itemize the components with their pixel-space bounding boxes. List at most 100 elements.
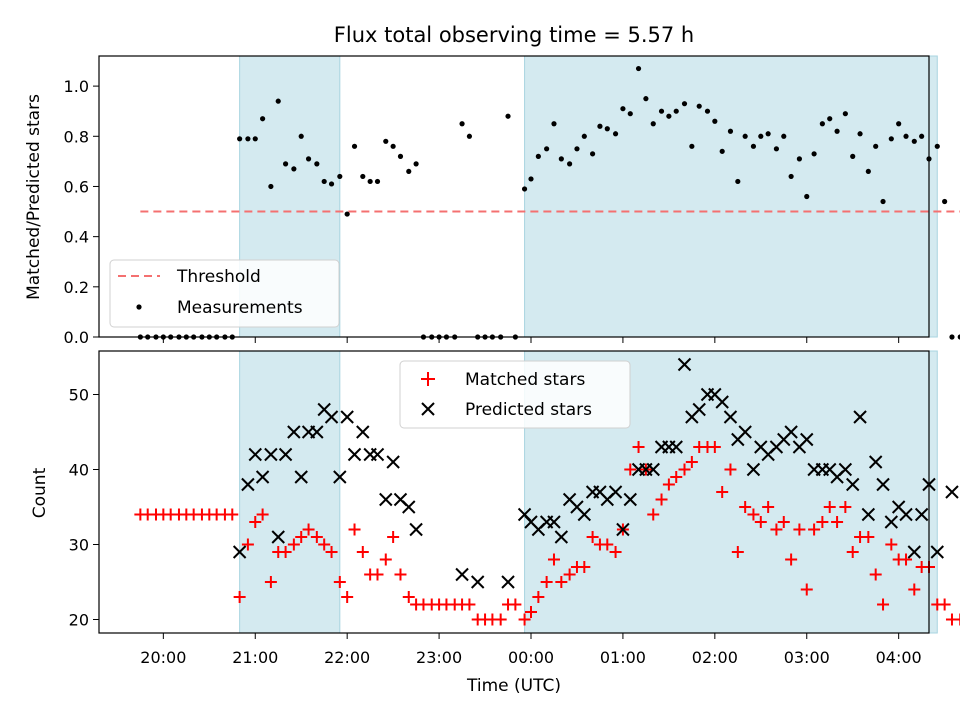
top-y-axis-label: Matched/Predicted stars: [24, 94, 44, 300]
measurement-point: [260, 116, 266, 122]
ratio-panel: 0.0 0.2 0.4 0.6 0.8 1.0 Matched/Predicted sta…: [24, 55, 960, 347]
matched-star-point: [379, 553, 392, 566]
measurement-point: [819, 121, 825, 127]
legend-matched-label: Matched stars: [465, 370, 585, 390]
predicted-star-point: [884, 515, 899, 529]
predicted-star-point: [945, 485, 959, 499]
matched-star-point: [264, 576, 277, 588]
matched-star-point: [762, 501, 775, 513]
bottom-shaded-span: [239, 350, 341, 634]
measurement-point: [268, 183, 274, 190]
matched-star-point: [509, 598, 522, 611]
matched-star-point: [333, 576, 346, 588]
predicted-star-point: [838, 462, 853, 477]
matched-star-point: [356, 546, 369, 558]
measurement-point: [466, 133, 473, 139]
bottom-axes-frame: [98, 350, 930, 634]
measurement-point: [827, 116, 833, 122]
matched-star-point: [540, 576, 553, 588]
predicted-star-point: [409, 522, 423, 537]
matched-star-point: [249, 516, 262, 528]
x-tick-label: 20:00: [140, 648, 186, 667]
predicted-star-point: [577, 507, 592, 522]
matched-star-point: [685, 456, 698, 468]
matched-star-point: [394, 568, 407, 581]
measurement-point: [275, 98, 281, 104]
measurement-point: [666, 113, 672, 119]
measurement-point: [237, 136, 243, 142]
measurement-point: [850, 153, 856, 159]
measurement-point: [834, 128, 840, 134]
matched-star-point: [747, 508, 760, 521]
measurement-point: [712, 118, 718, 124]
predicted-star-point: [455, 567, 469, 582]
predicted-star-point: [646, 462, 660, 477]
measurement-point: [321, 178, 327, 185]
measurement-point: [911, 138, 917, 144]
matched-star-point: [754, 516, 767, 528]
top-axes-frame: [98, 55, 930, 338]
figure-title: Flux total observing time = 5.57 h: [334, 23, 694, 47]
predicted-star-point: [241, 477, 255, 492]
predicted-star-point: [692, 402, 706, 417]
x-tick-label: 23:00: [416, 648, 462, 667]
measurement-point: [344, 211, 350, 217]
predicted-star-point: [608, 485, 623, 499]
matched-star-point: [793, 523, 806, 536]
matched-star-point: [318, 538, 331, 551]
matched-star-point: [302, 523, 315, 536]
matched-star-point: [885, 538, 898, 551]
measurement-point: [735, 178, 741, 185]
matched-star-point: [708, 441, 721, 453]
matched-star-point: [547, 553, 560, 566]
predicted-star-point: [271, 530, 285, 544]
matched-star-point: [670, 471, 683, 483]
measurement-point: [658, 108, 665, 114]
predicted-star-point: [677, 357, 692, 372]
predicted-star-point: [310, 425, 324, 439]
measurement-point: [397, 153, 404, 159]
predicted-star-point: [868, 455, 883, 469]
measurement-point: [804, 193, 810, 200]
measurement-point: [681, 101, 688, 107]
legend-measurements-label: Measurements: [177, 298, 303, 318]
legend-matched-swatch: [421, 372, 435, 386]
matched-star-point: [739, 501, 752, 513]
matched-star-point: [609, 546, 622, 558]
measurement-point: [314, 161, 320, 167]
predicted-star-point: [800, 432, 814, 447]
matched-stars-points: [134, 441, 960, 626]
legend-predicted-label: Predicted stars: [465, 400, 592, 420]
matched-star-point: [402, 591, 415, 603]
measurement-point: [589, 151, 596, 157]
predicted-star-point: [738, 425, 752, 439]
top-y-ticks: 0.0 0.2 0.4 0.6 0.8 1.0: [64, 77, 99, 347]
measurement-point: [896, 121, 902, 127]
matched-star-point: [632, 441, 645, 453]
predicted-star-point: [402, 500, 416, 514]
matched-star-point: [785, 553, 798, 566]
x-tick-label: 04:00: [876, 648, 922, 667]
x-tick-label: 03:00: [784, 648, 830, 667]
measurement-point: [888, 136, 894, 142]
measurement-point: [627, 111, 633, 117]
bottom-legend: Matched stars Predicted stars: [399, 360, 631, 429]
measurement-point: [842, 111, 848, 117]
matched-star-point: [226, 508, 239, 521]
matched-star-point: [662, 478, 675, 491]
measurement-point: [857, 131, 863, 137]
matched-star-point: [839, 501, 852, 513]
matched-star-point: [341, 591, 354, 603]
measurement-point: [406, 168, 412, 175]
x-tick-label: 00:00: [508, 648, 554, 667]
measurement-point: [282, 161, 289, 167]
measurement-point: [781, 133, 787, 139]
matched-star-point: [233, 591, 246, 603]
matched-star-point: [578, 561, 591, 573]
predicted-star-point: [255, 470, 270, 484]
matched-star-point: [494, 613, 507, 626]
predicted-star-point: [623, 492, 637, 507]
matched-star-point: [823, 501, 836, 513]
matched-star-point: [678, 463, 691, 476]
